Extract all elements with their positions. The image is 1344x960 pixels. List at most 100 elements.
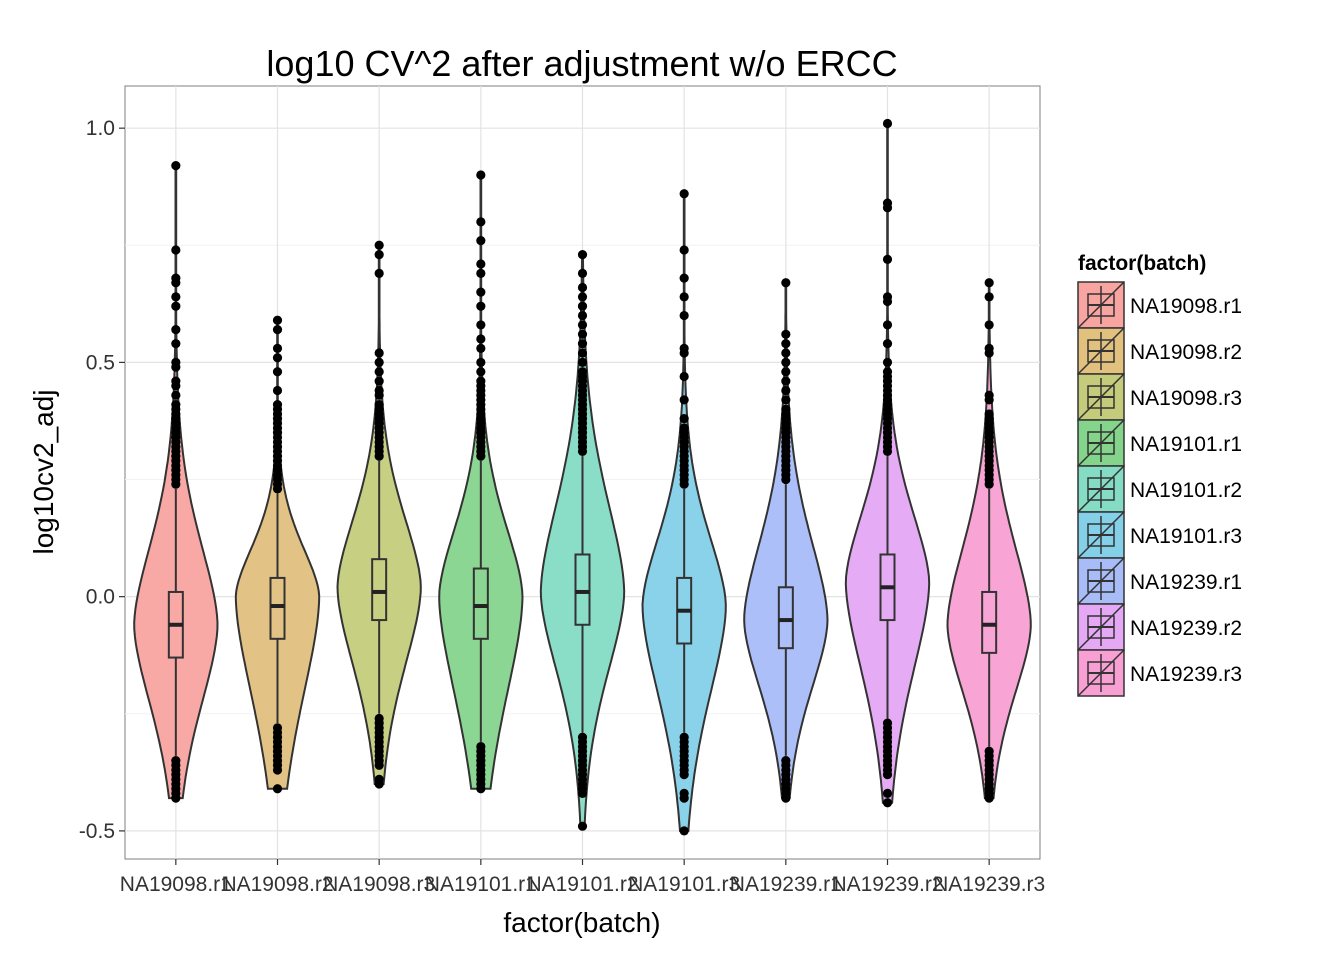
legend-slash [1077, 603, 1125, 651]
outlier-point [679, 348, 689, 358]
x-tick-label: NA19101.r3 [628, 873, 740, 896]
outlier-point [171, 278, 181, 288]
legend-label: NA19098.r1 [1130, 295, 1242, 318]
outlier-point [577, 339, 588, 349]
legend-label: NA19101.r3 [1130, 525, 1242, 548]
box [371, 558, 388, 622]
outlier-point [577, 320, 588, 330]
outlier-point [476, 451, 486, 461]
outlier-point [171, 339, 181, 349]
legend-label: NA19101.r1 [1130, 433, 1242, 456]
outlier-points [171, 118, 994, 836]
x-tick-label: NA19101.r1 [425, 873, 537, 896]
outlier-point [171, 479, 181, 489]
outlier-point [374, 376, 384, 386]
outlier-point [577, 310, 588, 321]
outlier-point [577, 348, 588, 358]
boxplots [167, 456, 998, 756]
outlier-point [272, 367, 283, 377]
legend-key [1077, 373, 1125, 421]
outlier-point [882, 770, 893, 780]
outlier-point [272, 315, 283, 325]
x-tick-label: NA19239.r2 [831, 873, 943, 896]
outlier-point [577, 788, 588, 799]
outlier-point [374, 451, 384, 461]
outlier-point [577, 250, 588, 260]
outlier-point [882, 254, 893, 264]
outlier-point [984, 395, 994, 405]
box [472, 567, 489, 640]
outlier-point [374, 268, 384, 278]
y-tick-label: 0.5 [86, 351, 115, 374]
x-tick-label: NA19239.r3 [933, 873, 1045, 896]
outlier-point [171, 292, 181, 302]
outlier-point [882, 203, 893, 213]
outlier-point [272, 385, 283, 396]
outlier-point [882, 798, 893, 808]
y-axis: -0.5 0.0 0.5 1.0 [79, 117, 125, 843]
legend-key [1077, 465, 1125, 513]
outlier-point [476, 320, 486, 330]
outlier-point [476, 301, 486, 311]
outlier-point [374, 367, 384, 377]
outlier-point [171, 381, 181, 391]
legend-slash [1077, 465, 1125, 513]
x-tick-label: NA19098.r1 [120, 873, 232, 896]
legend-label: NA19098.r2 [1130, 341, 1242, 364]
outlier-point [476, 357, 486, 368]
outlier-point [781, 474, 791, 485]
outlier-point [171, 301, 181, 311]
outlier-point [679, 371, 689, 382]
outlier-point [679, 292, 689, 302]
outlier-point [679, 770, 689, 780]
outlier-point [374, 240, 384, 250]
outlier-point [984, 278, 994, 288]
legend-label: NA19239.r2 [1130, 617, 1242, 640]
box [981, 590, 998, 654]
outlier-point [984, 479, 994, 489]
outlier-point [272, 343, 283, 353]
legend-label: NA19101.r2 [1130, 479, 1242, 502]
outlier-point [984, 320, 994, 330]
legend-slash [1077, 327, 1125, 375]
outlier-point [577, 301, 588, 311]
box [574, 553, 591, 626]
outlier-point [781, 395, 791, 405]
outlier-point [171, 362, 181, 372]
outlier-point [272, 784, 283, 794]
outlier-point [577, 268, 588, 278]
outlier-point [476, 287, 486, 297]
outlier-point [577, 821, 588, 831]
outlier-point [374, 779, 384, 789]
legend-key [1077, 649, 1125, 697]
outlier-point [984, 793, 994, 803]
legend-slash [1077, 281, 1125, 329]
outlier-point [171, 161, 181, 171]
outlier-point [476, 784, 486, 794]
outlier-point [781, 357, 791, 368]
legend-label: NA19098.r3 [1130, 387, 1242, 410]
outlier-point [577, 446, 588, 457]
outlier-point [476, 367, 486, 377]
y-tick-label: -0.5 [79, 820, 115, 843]
x-axis-title: factor(batch) [503, 907, 660, 938]
outlier-point [781, 385, 791, 396]
outlier-point [679, 395, 689, 405]
legend-key [1077, 281, 1125, 329]
outlier-point [882, 446, 893, 457]
outlier-point [374, 390, 384, 400]
legend-title: factor(batch) [1078, 252, 1206, 275]
outlier-point [882, 296, 893, 307]
outlier-point [679, 189, 689, 199]
outlier-point [272, 353, 283, 363]
legend-slash [1077, 649, 1125, 697]
outlier-point [374, 760, 384, 770]
x-axis: NA19098.r1NA19098.r2NA19098.r3NA19101.r1… [120, 859, 1045, 896]
outlier-point [679, 414, 689, 424]
outlier-point [679, 826, 689, 836]
outlier-point [577, 282, 588, 293]
outlier-point [577, 329, 588, 339]
outlier-point [171, 793, 181, 803]
outlier-point [882, 339, 893, 349]
